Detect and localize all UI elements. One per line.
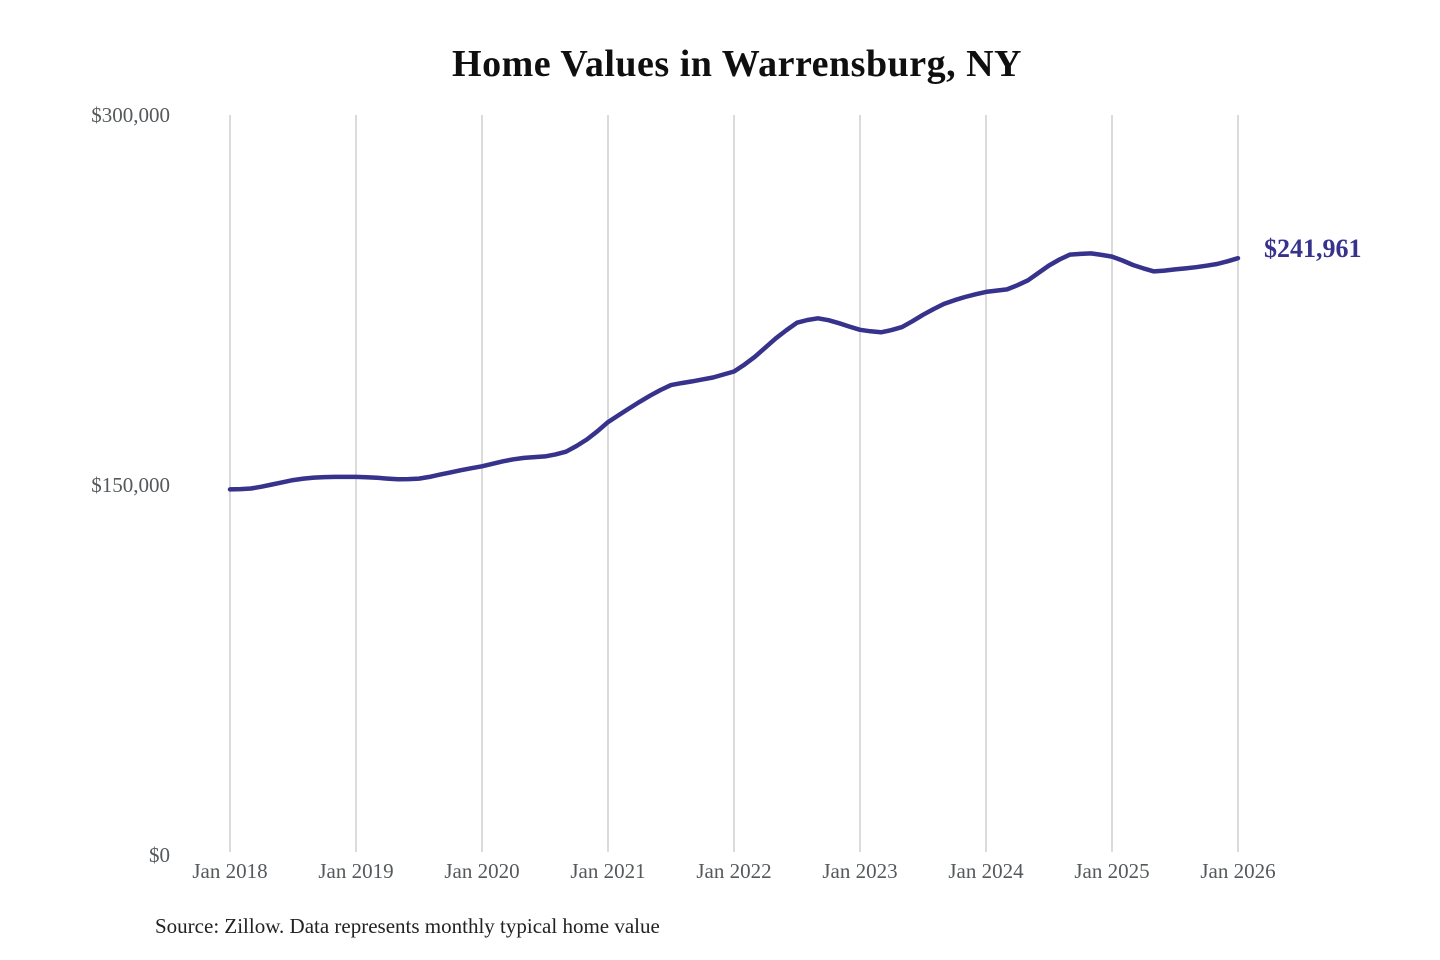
x-axis-label: Jan 2022 bbox=[696, 859, 772, 883]
x-axis-label: Jan 2026 bbox=[1200, 859, 1276, 883]
y-axis-label: $300,000 bbox=[91, 103, 170, 127]
x-axis-label: Jan 2023 bbox=[822, 859, 898, 883]
y-axis-label: $0 bbox=[149, 843, 170, 867]
x-axis-label: Jan 2020 bbox=[444, 859, 520, 883]
x-axis-label: Jan 2024 bbox=[948, 859, 1024, 883]
source-note: Source: Zillow. Data represents monthly … bbox=[155, 914, 660, 938]
x-axis-label: Jan 2025 bbox=[1074, 859, 1150, 883]
x-axis-label: Jan 2018 bbox=[192, 859, 268, 883]
y-axis-label: $150,000 bbox=[91, 473, 170, 497]
latest-value-label: $241,961 bbox=[1264, 234, 1362, 264]
home-value-line bbox=[227, 251, 1241, 492]
x-axis-label: Jan 2019 bbox=[318, 859, 394, 883]
x-axis-label: Jan 2021 bbox=[570, 859, 646, 883]
chart-title: Home Values in Warrensburg, NY bbox=[452, 43, 1022, 85]
